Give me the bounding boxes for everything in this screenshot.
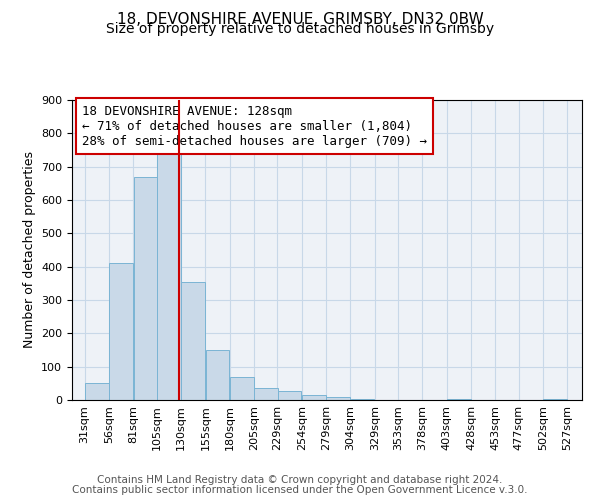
Bar (230, 376, 254, 400)
Bar (109, 264, 133, 400)
Bar (254, 388, 278, 400)
Bar (278, 390, 301, 400)
Text: Size of property relative to detached houses in Grimsby: Size of property relative to detached ho… (106, 22, 494, 36)
Bar (134, 176, 157, 400)
Text: 18 DEVONSHIRE AVENUE: 128sqm
← 71% of detached houses are smaller (1,804)
28% of: 18 DEVONSHIRE AVENUE: 128sqm ← 71% of de… (82, 104, 427, 148)
Text: 18, DEVONSHIRE AVENUE, GRIMSBY, DN32 0BW: 18, DEVONSHIRE AVENUE, GRIMSBY, DN32 0BW (116, 12, 484, 28)
Bar (544, 399, 567, 400)
Y-axis label: Number of detached properties: Number of detached properties (23, 152, 35, 348)
Text: Contains HM Land Registry data © Crown copyright and database right 2024.: Contains HM Land Registry data © Crown c… (97, 475, 503, 485)
Bar (85, 384, 109, 400)
Text: Contains public sector information licensed under the Open Government Licence v.: Contains public sector information licen… (72, 485, 528, 495)
Bar (157, 150, 181, 400)
Bar (326, 398, 350, 400)
Bar (181, 282, 205, 400)
Bar (206, 350, 229, 400)
Bar (302, 395, 326, 400)
